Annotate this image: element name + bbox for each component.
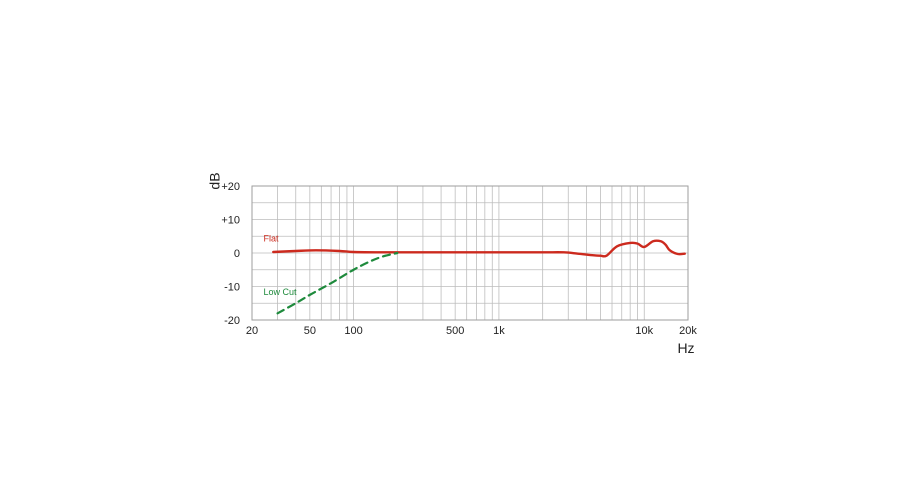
series-label-low-cut: Low Cut [264,287,298,297]
x-tick-label: 50 [304,325,316,337]
series-layer [272,239,686,315]
x-tick-label: 10k [635,325,653,337]
x-tick-label: 100 [344,325,362,337]
series-label-flat: Flat [264,233,280,243]
x-tick-label: 1k [493,325,505,337]
y-tick-label: -10 [224,282,240,294]
series-line-low-cut [276,251,399,315]
y-tick-label: +20 [221,181,240,193]
plot-frame [251,185,689,321]
y-tick-label: -20 [224,315,240,327]
y-tick-label: 0 [234,248,240,260]
x-tick-label: 500 [446,325,464,337]
y-tick-label: +10 [221,215,240,227]
labels-layer: +20 +10 0 -10 -20 20 50 100 500 1k 10k 20k Flat Low C… [221,181,697,337]
series-line-flat [272,239,686,258]
x-tick-label: 20k [679,325,697,337]
x-tick-label: 20 [246,325,258,337]
x-axis-label: Hz [677,340,694,356]
y-axis-label: dB [207,172,223,189]
